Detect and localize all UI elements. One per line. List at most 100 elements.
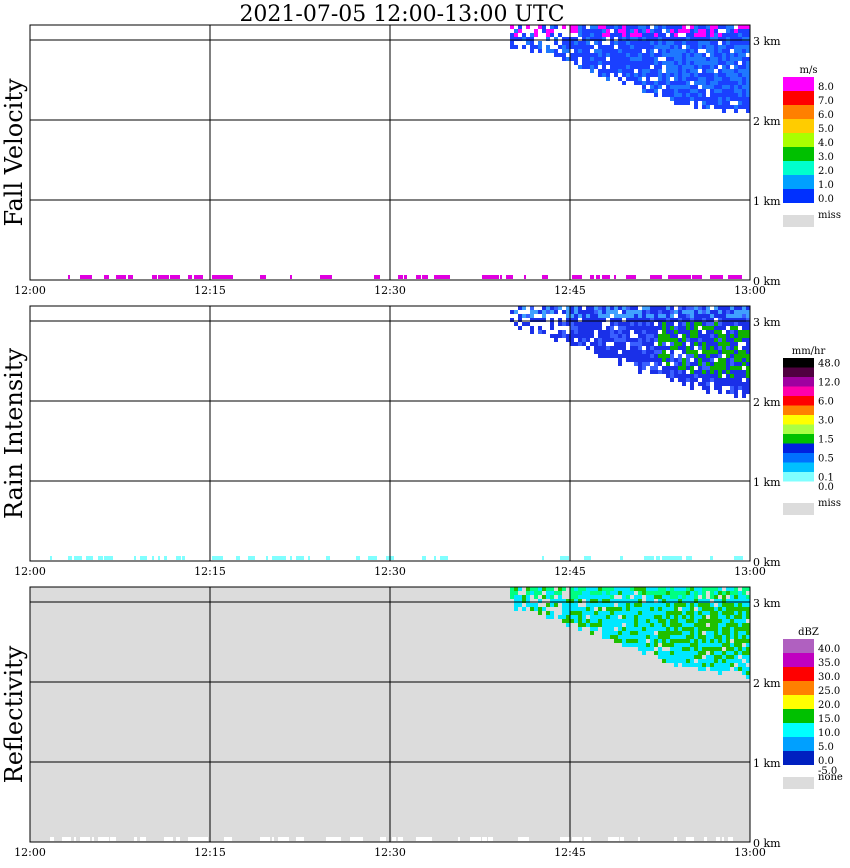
echo-cell bbox=[614, 334, 618, 338]
echo-cell bbox=[682, 374, 686, 378]
echo-cell bbox=[570, 45, 574, 49]
echo-cell bbox=[646, 599, 650, 603]
echo-cell bbox=[694, 350, 698, 354]
echo-cell bbox=[634, 643, 638, 647]
colorbar-swatch bbox=[783, 681, 814, 695]
echo-cell bbox=[718, 105, 722, 109]
surface-cell bbox=[620, 837, 624, 841]
echo-cell bbox=[730, 599, 734, 603]
echo-cell bbox=[746, 350, 750, 354]
echo-cell bbox=[746, 675, 750, 679]
echo-cell bbox=[702, 378, 706, 382]
surface-cell bbox=[728, 837, 733, 841]
echo-cell bbox=[682, 73, 686, 77]
echo-cell bbox=[614, 611, 618, 615]
echo-cell bbox=[586, 607, 590, 611]
figure-title: 2021-07-05 12:00-13:00 UTC bbox=[239, 2, 564, 27]
echo-cell bbox=[622, 643, 626, 647]
surface-cell bbox=[590, 275, 594, 279]
echo-cell bbox=[626, 334, 630, 338]
echo-cell bbox=[634, 326, 638, 330]
echo-cell bbox=[518, 599, 522, 603]
echo-cell bbox=[622, 350, 626, 354]
echo-cell bbox=[738, 25, 742, 29]
echo-cell bbox=[722, 57, 726, 61]
echo-cell bbox=[642, 81, 646, 85]
echo-cell bbox=[670, 378, 674, 382]
echo-cell bbox=[722, 591, 726, 595]
surface-cell bbox=[212, 275, 220, 279]
echo-cell bbox=[618, 45, 622, 49]
echo-cell bbox=[634, 631, 638, 635]
echo-cell bbox=[566, 334, 570, 338]
echo-cell bbox=[702, 362, 706, 366]
echo-cell bbox=[666, 45, 670, 49]
echo-cell bbox=[742, 655, 746, 659]
echo-cell bbox=[666, 310, 670, 314]
echo-cell bbox=[682, 635, 686, 639]
echo-cell bbox=[714, 29, 718, 33]
y-tick-label: 3 km bbox=[753, 316, 781, 329]
echo-cell bbox=[618, 334, 622, 338]
echo-cell bbox=[698, 29, 702, 33]
echo-cell bbox=[694, 647, 698, 651]
echo-cell bbox=[694, 318, 698, 322]
colorbar-swatch bbox=[783, 653, 814, 667]
echo-cell bbox=[574, 61, 578, 65]
echo-cell bbox=[626, 322, 630, 326]
echo-cell bbox=[598, 599, 602, 603]
echo-cell bbox=[618, 77, 622, 81]
echo-cell bbox=[694, 374, 698, 378]
echo-cell bbox=[670, 33, 674, 37]
echo-cell bbox=[742, 671, 746, 675]
echo-cell bbox=[742, 390, 746, 394]
echo-cell bbox=[674, 603, 678, 607]
echo-cell bbox=[610, 57, 614, 61]
echo-cell bbox=[686, 647, 690, 651]
echo-cell bbox=[734, 89, 738, 93]
echo-cell bbox=[574, 595, 578, 599]
echo-cell bbox=[698, 659, 702, 663]
echo-cell bbox=[722, 338, 726, 342]
echo-cell bbox=[646, 65, 650, 69]
echo-cell bbox=[710, 655, 714, 659]
echo-cell bbox=[710, 37, 714, 41]
echo-cell bbox=[626, 314, 630, 318]
echo-cell bbox=[714, 41, 718, 45]
echo-cell bbox=[634, 615, 638, 619]
echo-cell bbox=[578, 41, 582, 45]
echo-cell bbox=[578, 342, 582, 346]
echo-cell bbox=[654, 595, 658, 599]
echo-cell bbox=[746, 346, 750, 350]
echo-cell bbox=[726, 61, 730, 65]
echo-cell bbox=[746, 386, 750, 390]
echo-cell bbox=[686, 326, 690, 330]
echo-cell bbox=[710, 607, 714, 611]
echo-cell bbox=[578, 65, 582, 69]
echo-cell bbox=[590, 326, 594, 330]
echo-cell bbox=[670, 81, 674, 85]
echo-cell bbox=[574, 334, 578, 338]
surface-cell bbox=[368, 556, 377, 560]
echo-cell bbox=[574, 314, 578, 318]
echo-cell bbox=[670, 318, 674, 322]
echo-cell bbox=[726, 41, 730, 45]
echo-cell bbox=[694, 591, 698, 595]
echo-cell bbox=[614, 33, 618, 37]
echo-cell bbox=[590, 57, 594, 61]
surface-cell bbox=[686, 275, 690, 279]
echo-cell bbox=[594, 306, 598, 310]
echo-cell bbox=[634, 33, 638, 37]
echo-cell bbox=[698, 53, 702, 57]
echo-cell bbox=[694, 25, 698, 29]
echo-cell bbox=[682, 330, 686, 334]
echo-cell bbox=[650, 599, 654, 603]
echo-cell bbox=[634, 330, 638, 334]
echo-cell bbox=[558, 615, 562, 619]
echo-cell bbox=[682, 378, 686, 382]
echo-cell bbox=[714, 93, 718, 97]
echo-cell bbox=[718, 671, 722, 675]
echo-cell bbox=[670, 85, 674, 89]
echo-cell bbox=[566, 37, 570, 41]
echo-cell bbox=[686, 591, 690, 595]
